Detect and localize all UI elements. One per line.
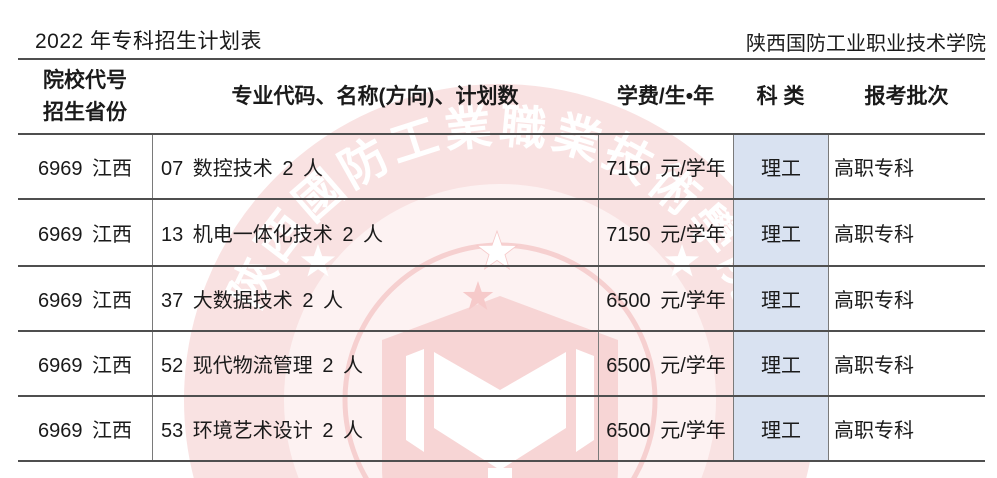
cell-major: 52 现代物流管理 2 人 <box>152 332 598 395</box>
cell-code-province: 6969 江西 <box>37 290 133 312</box>
seal-stars <box>300 229 700 310</box>
admission-plan-table: 院校代号 招生省份 专业代码、名称(方向)、计划数 学费/生•年 科 类 报考批… <box>18 58 985 462</box>
table-row: 6969 江西 13 机电一体化技术 2 人 7150 元/学年 理工 高职专科 <box>18 200 985 267</box>
table-row: 6969 江西 52 现代物流管理 2 人 6500 元/学年 理工 高职专科 <box>18 332 985 397</box>
page-title: 2022 年专科招生计划表 <box>35 30 263 53</box>
cell-code-province: 6969 江西 <box>37 355 133 377</box>
table-row: 6969 江西 53 环境艺术设计 2 人 6500 元/学年 理工 高职专科 <box>18 397 985 462</box>
cell-tuition: 6500 元/学年 <box>598 397 733 460</box>
cell-batch: 高职专科 <box>828 200 985 265</box>
col-header-tuition: 学费/生•年 <box>616 84 715 108</box>
cell-major: 13 机电一体化技术 2 人 <box>152 200 598 265</box>
cell-tuition: 7150 元/学年 <box>598 200 733 265</box>
cell-code-province: 6969 江西 <box>37 420 133 442</box>
cell-major: 37 大数据技术 2 人 <box>152 267 598 330</box>
school-name: 陕西国防工业职业技术学院 <box>746 33 986 55</box>
seal-shield-emblem <box>382 296 618 478</box>
cell-tuition: 6500 元/学年 <box>598 332 733 395</box>
cell-tuition: 6500 元/学年 <box>598 267 733 330</box>
cell-batch: 高职专科 <box>828 332 985 395</box>
title-bar: 2022 年专科招生计划表 陕西国防工业职业技术学院 <box>0 0 997 58</box>
table-row: 6969 江西 07 数控技术 2 人 7150 元/学年 理工 高职专科 <box>18 135 985 200</box>
cell-tuition: 7150 元/学年 <box>598 135 733 198</box>
cell-batch: 高职专科 <box>828 267 985 330</box>
cell-category: 理工 <box>733 332 828 395</box>
cell-batch: 高职专科 <box>828 397 985 460</box>
cell-category: 理工 <box>733 135 828 198</box>
col-header-province-line2: 招生省份 <box>43 100 127 124</box>
col-header-major: 专业代码、名称(方向)、计划数 <box>231 84 519 108</box>
cell-major: 53 环境艺术设计 2 人 <box>152 397 598 460</box>
col-header-batch: 报考批次 <box>864 84 949 108</box>
table-row: 6969 江西 37 大数据技术 2 人 6500 元/学年 理工 高职专科 <box>18 267 985 332</box>
cell-category: 理工 <box>733 397 828 460</box>
col-header-category: 科 类 <box>756 84 805 108</box>
cell-code-province: 6969 江西 <box>37 224 133 246</box>
col-header-college-code-line1: 院校代号 <box>43 69 127 92</box>
cell-major: 07 数控技术 2 人 <box>152 135 598 198</box>
cell-code-province: 6969 江西 <box>37 158 133 180</box>
cell-category: 理工 <box>733 267 828 330</box>
table-header-row: 院校代号 招生省份 专业代码、名称(方向)、计划数 学费/生•年 科 类 报考批… <box>18 60 985 135</box>
cell-batch: 高职专科 <box>828 135 985 198</box>
col-header-college-code: 院校代号 招生省份 <box>18 65 152 128</box>
cell-category: 理工 <box>733 200 828 265</box>
